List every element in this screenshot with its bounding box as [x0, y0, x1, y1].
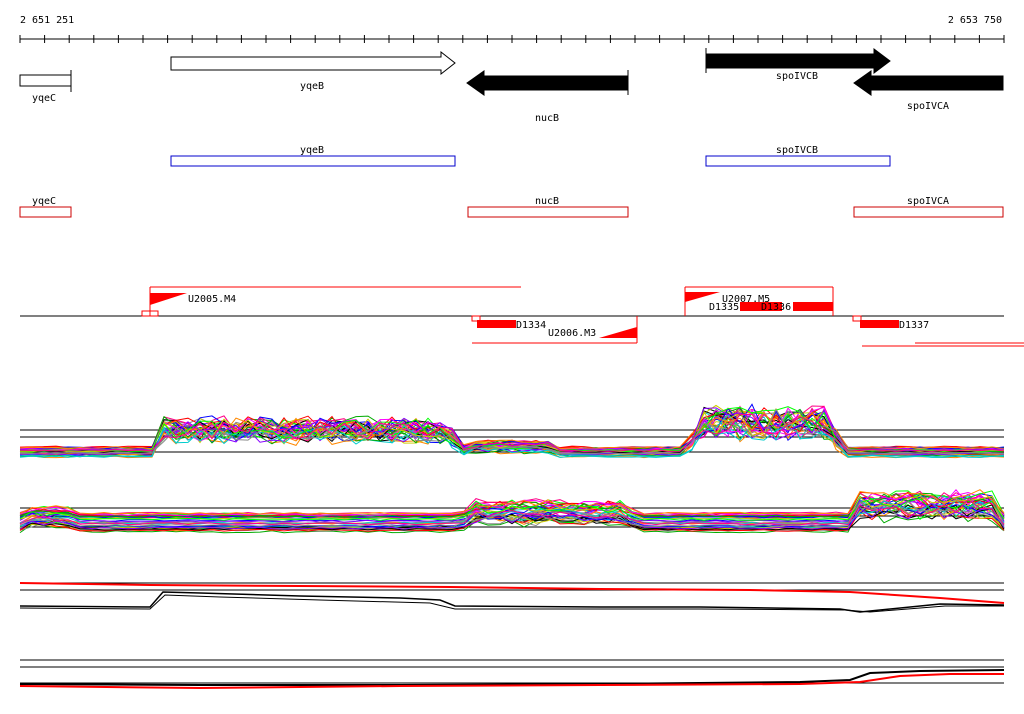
feature-label: D1336	[761, 302, 791, 313]
gene-box	[19, 206, 72, 218]
feature-block	[793, 302, 833, 311]
gene-arrow-track: yqeC yqeB nucB spoIVCB spoIVCA	[19, 48, 1004, 124]
track-signal-line	[19, 407, 1004, 452]
feature-label: D1337	[899, 320, 929, 331]
gene-shape	[19, 74, 72, 87]
track-signal-lines	[19, 489, 1005, 534]
feature-U2005[interactable]: U2005.M4	[141, 286, 521, 317]
gene-box-spoIVCA[interactable]: spoIVCA	[853, 196, 1004, 218]
expression-track-4	[19, 659, 1005, 690]
feature-U2007[interactable]: U2007.M5	[684, 286, 834, 316]
track-signal-line	[19, 413, 1005, 453]
track-signal-line	[19, 408, 1005, 455]
gene-box-nucB[interactable]: nucB	[467, 196, 629, 218]
gene-box	[853, 206, 1004, 218]
gene-box-spoIVCB[interactable]: spoIVCB	[705, 145, 891, 167]
feature-D1336[interactable]: D1336	[761, 302, 833, 313]
gene-shape	[853, 70, 1004, 96]
gene-box	[705, 155, 891, 167]
feature-D1337[interactable]: D1337	[852, 315, 1024, 347]
track-signal-line	[19, 498, 1005, 521]
feature-label: U2006.M3	[548, 328, 596, 339]
gene-arrow-yqeC[interactable]: yqeC	[19, 70, 72, 104]
gene-label: spoIVCB	[776, 71, 818, 82]
expression-track-2	[19, 489, 1005, 534]
feature-label: D1334	[516, 320, 546, 331]
track-signal-red	[19, 582, 1005, 604]
ruler-start-label: 2 651 251	[20, 15, 74, 26]
ruler-ticks	[19, 35, 1005, 43]
minus-strand-gene-boxes: yqeC nucB spoIVCA	[19, 196, 1004, 218]
feature-label: U2005.M4	[188, 294, 236, 305]
track-signal-line	[19, 493, 1005, 518]
track-signal-line	[19, 403, 1005, 450]
track-signal-line	[19, 411, 1005, 450]
gene-shape	[466, 70, 629, 96]
feature-D1335[interactable]: D1335	[709, 302, 782, 313]
feature-label: D1335	[709, 302, 739, 313]
promoter-flag	[150, 293, 187, 305]
gene-box-label: spoIVCB	[776, 145, 818, 156]
feature-block	[477, 320, 516, 328]
gene-shape	[705, 48, 891, 74]
feature-box	[471, 315, 481, 322]
expression-track-1	[19, 403, 1005, 459]
gene-box-label: yqeB	[300, 145, 324, 156]
track-signal-line	[19, 504, 1005, 531]
track-signal-line	[19, 489, 1005, 515]
gene-arrow-spoIVCA[interactable]: spoIVCA	[853, 70, 1004, 112]
gene-arrow-yqeB[interactable]: yqeB	[170, 50, 456, 92]
gene-box-label: nucB	[535, 196, 559, 207]
track-signal-line	[19, 413, 1005, 458]
feature-U2006[interactable]: U2006.M3	[472, 316, 638, 344]
feature-box	[852, 315, 862, 322]
gene-shape	[170, 50, 456, 76]
gene-label: spoIVCA	[907, 101, 949, 112]
feature-block	[740, 302, 782, 311]
feature-box	[141, 310, 159, 317]
track-signal-line	[19, 502, 1005, 530]
gene-box	[170, 155, 456, 167]
gene-arrow-nucB[interactable]: nucB	[466, 70, 629, 124]
promoter-flag	[685, 292, 720, 302]
track-signal-red	[19, 673, 1004, 690]
feature-block	[860, 320, 899, 328]
gene-arrow-spoIVCB[interactable]: spoIVCB	[705, 48, 891, 82]
gene-box	[467, 206, 629, 218]
gene-box-yqeC[interactable]: yqeC	[19, 196, 72, 218]
feature-track: U2005.M4 D1334 U2006.M3 U2007.M5 D1335	[20, 286, 1024, 347]
ruler-end-label: 2 653 750	[948, 15, 1002, 26]
gene-label: nucB	[535, 113, 559, 124]
track-signal-lines	[19, 403, 1005, 459]
expression-track-3	[19, 582, 1005, 613]
plus-strand-gene-boxes: yqeB spoIVCB	[170, 145, 891, 167]
gene-box-yqeB[interactable]: yqeB	[170, 145, 456, 167]
track-signal-line	[19, 504, 1005, 530]
gene-box-label: spoIVCA	[907, 196, 949, 207]
gene-box-label: yqeC	[32, 196, 56, 207]
feature-D1334[interactable]: D1334	[471, 315, 546, 331]
track-signal-line	[19, 498, 1005, 526]
gene-label: yqeC	[32, 93, 56, 104]
track-signal-black	[19, 594, 1004, 613]
feature-label: U2007.M5	[722, 294, 770, 305]
track-signal-black	[19, 591, 1005, 613]
promoter-flag	[599, 327, 637, 338]
track-signal-black	[19, 669, 1005, 686]
gene-label: yqeB	[300, 81, 324, 92]
coordinate-ruler: 2 651 251 2 653 750	[19, 15, 1005, 43]
track-signal-line	[19, 501, 1005, 528]
